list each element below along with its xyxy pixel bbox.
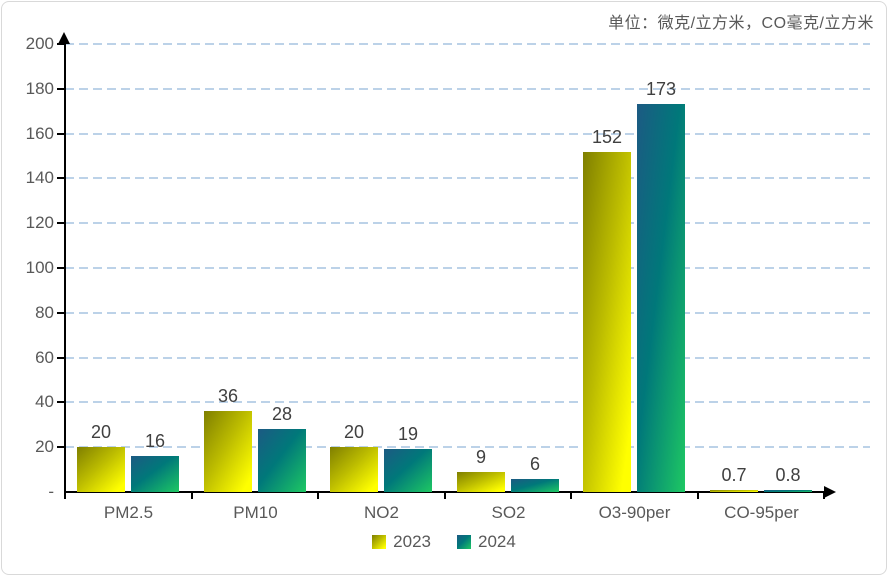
value-label-2024-PM10: 28 [271, 404, 293, 424]
legend-item-2023[interactable]: 2023 [372, 532, 431, 552]
bar-2023-PM10[interactable] [204, 411, 252, 492]
bar-2023-SO2[interactable] [457, 472, 505, 492]
y-axis-tick-140 [57, 177, 65, 180]
gridline-180 [65, 87, 870, 90]
gridline-60 [65, 356, 870, 359]
y-axis-label-40: 40 [35, 392, 54, 412]
legend-swatch-2023 [372, 535, 387, 549]
y-axis-tick-200 [57, 43, 65, 45]
value-label-2024-PM2.5: 16 [144, 431, 166, 451]
legend-swatch-2024 [457, 535, 471, 549]
value-label-2024-SO2: 6 [529, 454, 540, 474]
gridline-120 [65, 222, 870, 225]
gridline-40 [65, 401, 870, 404]
y-axis-label-140: 140 [25, 168, 54, 188]
gridline-20 [65, 446, 870, 449]
value-label-2024-CO-95per: 0.8 [775, 465, 801, 485]
bar-2024-SO2[interactable] [511, 479, 559, 492]
bar-2024-PM2.5[interactable] [131, 456, 179, 492]
gridline-80 [65, 311, 870, 314]
category-label-O3-90per: O3-90per [598, 503, 671, 522]
x-axis-tick-3 [444, 492, 446, 499]
category-label-NO2: NO2 [364, 503, 399, 522]
gridline-200 [65, 43, 870, 45]
y-axis-label-20: 20 [35, 437, 54, 457]
y-axis-label-200: 200 [25, 34, 54, 53]
category-label-CO-95per: CO-95per [724, 503, 799, 522]
value-label-2023-NO2: 20 [343, 422, 365, 442]
category-label-PM10: PM10 [233, 503, 278, 522]
value-label-2023-O3-90per: 152 [591, 127, 623, 147]
y-axis-tick-100 [57, 267, 65, 269]
gridline-140 [65, 177, 870, 180]
legend-label-2023: 2023 [393, 532, 431, 551]
value-label-2023-SO2: 9 [475, 447, 486, 467]
y-axis-tick-160 [57, 132, 65, 135]
y-axis-label-60: 60 [35, 347, 54, 367]
bar-2023-O3-90per[interactable] [583, 152, 631, 492]
unit-label: 单位：微克/立方米，CO毫克/立方米 [608, 15, 874, 32]
legend-label-2024: 2024 [478, 532, 516, 551]
bar-2024-CO-95per[interactable] [764, 490, 812, 492]
category-label-SO2: SO2 [491, 503, 526, 522]
y-axis-line [64, 42, 66, 493]
gridline-160 [65, 132, 870, 135]
y-axis-label-180: 180 [25, 78, 54, 98]
x-axis-tick-6 [823, 492, 825, 499]
y-axis-label-80: 80 [35, 302, 54, 322]
value-label-2023-PM2.5: 20 [90, 422, 112, 442]
y-axis-tick-20 [57, 446, 65, 449]
y-axis-tick-80 [57, 311, 65, 314]
x-axis-arrowhead [824, 486, 836, 498]
y-axis-tick-60 [57, 356, 65, 359]
bar-2024-PM10[interactable] [258, 429, 306, 492]
y-axis-tick-120 [57, 222, 65, 225]
value-label-2024-NO2: 19 [397, 424, 419, 444]
value-label-2024-O3-90per: 173 [645, 79, 677, 99]
y-axis-arrowhead [58, 32, 70, 44]
value-label-2023-PM10: 36 [217, 386, 239, 406]
x-axis-tick-0 [64, 492, 66, 499]
y-axis-label-160: 160 [25, 123, 54, 143]
bar-2023-PM2.5[interactable] [77, 447, 125, 492]
legend: 2023 2024 [2, 532, 886, 552]
gridline-100 [65, 267, 870, 269]
x-axis-tick-4 [570, 492, 572, 499]
y-axis-tick-40 [57, 401, 65, 404]
x-axis-tick-2 [317, 492, 319, 499]
legend-item-2024[interactable]: 2024 [457, 532, 516, 552]
category-label-PM2.5: PM2.5 [103, 503, 154, 522]
y-axis-label-0: - [48, 482, 54, 501]
x-axis-tick-1 [191, 492, 193, 499]
bar-2024-O3-90per[interactable] [637, 104, 685, 492]
value-label-2023-CO-95per: 0.7 [721, 465, 747, 485]
y-axis-label-120: 120 [25, 213, 54, 233]
y-axis-tick-180 [57, 87, 65, 90]
bar-2023-CO-95per[interactable] [710, 490, 758, 492]
y-axis-label-100: 100 [25, 258, 54, 277]
bar-2024-NO2[interactable] [384, 449, 432, 492]
bar-2023-NO2[interactable] [330, 447, 378, 492]
x-axis-tick-5 [697, 492, 699, 499]
